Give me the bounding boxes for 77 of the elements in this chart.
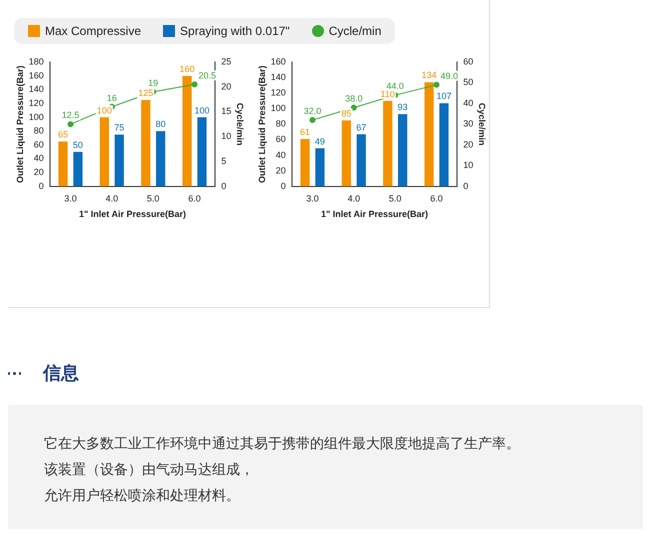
y2-tick-label: 40 <box>463 98 474 108</box>
text: 允许用户轻松喷涂和处理材料。 <box>44 487 241 506</box>
y2-axis-title: Cycle/min <box>235 102 246 146</box>
y-tick-label: 160 <box>270 56 286 66</box>
x-tick-label: 3.0 <box>306 193 319 204</box>
y-tick-label: 120 <box>28 98 44 108</box>
data-label: 19 <box>148 78 158 88</box>
y2-tick-label: 5 <box>221 156 226 166</box>
y2-tick-label: 60 <box>463 56 474 66</box>
data-label: 100 <box>96 105 112 116</box>
data-label: 44.0 <box>386 81 404 92</box>
y2-tick-label: 20 <box>463 139 474 150</box>
data-label: 75 <box>114 122 124 133</box>
data-label: 61 <box>300 126 310 137</box>
y-tick-label: 40 <box>34 153 44 164</box>
legend-label: Max Compressive <box>44 24 142 38</box>
legend-label: Cycle/min <box>328 24 382 38</box>
y-tick-label: 60 <box>276 134 286 144</box>
data-label: 20.5 <box>198 70 216 80</box>
data-label: 49.0 <box>440 70 458 81</box>
data-label: 49 <box>314 136 325 146</box>
x-tick-label: 5.0 <box>146 193 160 204</box>
data-label: 160 <box>180 64 195 74</box>
y2-tick-label: 0 <box>221 180 226 191</box>
y-tick-label: 100 <box>28 112 44 122</box>
x-tick-label: 5.0 <box>388 193 402 204</box>
y2-tick-label: 0 <box>463 180 468 191</box>
y2-tick-label: 50 <box>463 77 474 88</box>
data-label: 93 <box>398 102 408 112</box>
y2-axis-title: Cycle/min <box>477 102 488 146</box>
x-tick-label: 3.0 <box>64 193 77 204</box>
legend-label: Spraying with 0.017" <box>179 24 290 38</box>
data-label: 100 <box>194 105 210 116</box>
y-tick-label: 0 <box>280 180 286 191</box>
y-tick-label: 0 <box>38 180 44 191</box>
y-tick-label: 160 <box>28 70 44 80</box>
data-label: 65 <box>58 129 68 140</box>
y-tick-label: 120 <box>270 88 286 98</box>
y-tick-label: 140 <box>270 72 286 82</box>
data-label: 50 <box>72 140 83 150</box>
y-tick-label: 180 <box>28 56 44 66</box>
y-tick-label: 140 <box>28 84 44 94</box>
x-axis-title: 1" Inlet Air Pressure(Bar) <box>79 209 186 220</box>
y-tick-label: 40 <box>276 150 286 160</box>
y-tick-label: 80 <box>34 126 44 136</box>
y-tick-label: 20 <box>276 165 286 176</box>
data-label: 38.0 <box>345 94 363 104</box>
y-tick-label: 100 <box>270 103 286 114</box>
y-tick-label: 20 <box>34 167 44 178</box>
x-tick-label: 4.0 <box>348 193 360 204</box>
data-label: 134 <box>422 70 437 80</box>
y2-tick-label: 15 <box>221 106 232 116</box>
y2-tick-label: 20 <box>221 81 232 92</box>
y-tick-label: 60 <box>34 139 44 150</box>
x-axis-title: 1" Inlet Air Pressure(Bar) <box>321 209 428 220</box>
x-tick-label: 6.0 <box>430 193 443 204</box>
data-label: 32.0 <box>304 106 322 116</box>
text: 信息 <box>43 362 79 385</box>
text: 该装置（设备）由气动马达组成， <box>44 461 255 480</box>
y-axis-title: Outlet Liquid Pressure(Bar) <box>14 65 25 183</box>
y2-tick-label: 10 <box>463 160 474 170</box>
data-label: 12.5 <box>62 110 80 120</box>
y-axis-title: Outlet Liquid Pressure(Bar) <box>256 65 267 183</box>
data-label: 110 <box>380 88 395 99</box>
y-tick-label: 80 <box>276 118 286 129</box>
y2-tick-label: 25 <box>221 56 232 66</box>
data-label: 16 <box>106 92 117 103</box>
data-label: 67 <box>356 122 366 132</box>
text: 它在大多数工业工作环境中通过其易于携带的组件最大限度地提高了生产率。 <box>44 435 521 454</box>
x-tick-label: 6.0 <box>188 193 201 204</box>
y2-tick-label: 30 <box>463 118 474 129</box>
data-label: 85 <box>341 108 352 118</box>
y2-tick-label: 10 <box>221 131 232 142</box>
data-label: 125 <box>138 88 154 98</box>
data-label: 80 <box>156 119 166 130</box>
x-tick-label: 4.0 <box>106 193 118 204</box>
data-label: 107 <box>436 91 452 102</box>
